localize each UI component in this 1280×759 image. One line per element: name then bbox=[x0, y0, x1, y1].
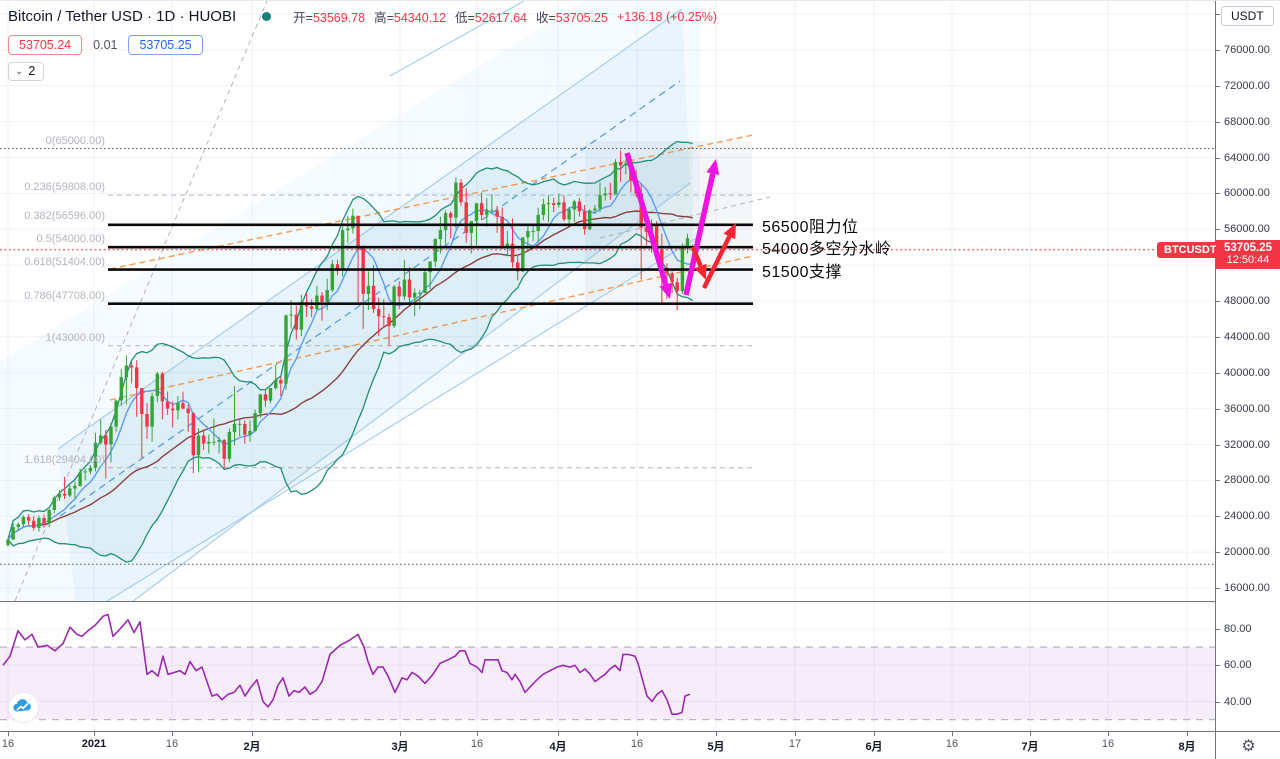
fib-level-label: 0.382(56596.00) bbox=[24, 209, 105, 222]
time-tick-label: 4月 bbox=[549, 741, 567, 753]
price-tick-label: 60000.00 bbox=[1216, 187, 1270, 200]
time-tick-mark bbox=[252, 732, 253, 736]
candlestick-chart bbox=[0, 1, 1215, 601]
spread-value: 0.01 bbox=[93, 38, 118, 52]
symbol-title[interactable]: Bitcoin / Tether USD · 1D · HUOBI bbox=[8, 8, 237, 25]
time-tick-label: 17 bbox=[788, 738, 802, 750]
time-tick-label: 6月 bbox=[865, 741, 883, 753]
fib-level-label: 0.618(51404.00) bbox=[24, 256, 105, 269]
price-tick-label: 24000.00 bbox=[1216, 510, 1270, 523]
price-tick-label: 32000.00 bbox=[1216, 438, 1270, 451]
time-tick-mark bbox=[8, 732, 9, 736]
rsi-tick-label: 40.00 bbox=[1216, 695, 1252, 708]
fib-level-label: 1.618(29404.00) bbox=[24, 453, 105, 466]
price-axis[interactable]: 80000.0076000.0072000.0068000.0064000.00… bbox=[1215, 1, 1280, 731]
price-tick-label: 16000.00 bbox=[1216, 582, 1270, 594]
bid-price-button[interactable]: 53705.24 bbox=[8, 35, 83, 55]
time-tick-label: 2月 bbox=[243, 741, 261, 753]
time-tick-label: 5月 bbox=[707, 741, 725, 753]
price-tick-label: 40000.00 bbox=[1216, 366, 1270, 379]
symbol-price-pill: BTCUSDT bbox=[1157, 242, 1224, 258]
price-tick-label: 36000.00 bbox=[1216, 402, 1270, 415]
time-tick-label: 16 bbox=[165, 738, 179, 750]
price-tick-label: 48000.00 bbox=[1216, 295, 1270, 307]
time-tick-mark bbox=[558, 732, 559, 736]
time-tick-mark bbox=[637, 732, 638, 736]
exchange-logo-watermark bbox=[8, 692, 39, 723]
price-tick-label: 44000.00 bbox=[1216, 330, 1270, 343]
time-axis[interactable]: 16 2021 16 2月 3月 16 4月 16 5月 17 6月 16 7月 16 8月 bbox=[0, 731, 1215, 759]
time-tick-mark bbox=[400, 732, 401, 736]
time-tick-label: 7月 bbox=[1021, 741, 1039, 753]
time-tick-label: 16 bbox=[470, 738, 484, 750]
time-tick-label: 2021 bbox=[81, 738, 107, 750]
time-tick-mark bbox=[1030, 732, 1031, 736]
rsi-chart bbox=[0, 602, 1215, 731]
axis-settings-corner[interactable]: ⚙ bbox=[1215, 731, 1280, 759]
price-tick-label: 64000.00 bbox=[1216, 151, 1270, 164]
fib-level-label: 1(43000.00) bbox=[45, 331, 105, 344]
fib-level-label: 0.5(54000.00) bbox=[36, 233, 106, 246]
ohlc-values: 开=53569.78 高=54340.12 低=52617.64 收=53705… bbox=[293, 9, 718, 26]
time-tick-mark bbox=[94, 732, 95, 736]
gear-icon: ⚙ bbox=[1241, 737, 1256, 755]
sr-line-label: 51500支撑 bbox=[762, 263, 842, 281]
rsi-tick-label: 80.00 bbox=[1216, 623, 1252, 635]
time-tick-mark bbox=[716, 732, 717, 736]
time-tick-mark bbox=[1108, 732, 1109, 736]
sr-line-label: 54000多空分水岭 bbox=[762, 241, 892, 259]
time-tick-label: 16 bbox=[1101, 738, 1115, 750]
time-tick-label: 16 bbox=[630, 738, 644, 750]
chevron-down-icon: ⌄ bbox=[15, 65, 24, 77]
price-tick-label: 68000.00 bbox=[1216, 115, 1270, 128]
currency-toggle-button[interactable]: USDT bbox=[1221, 6, 1274, 26]
price-tick-label: 20000.00 bbox=[1216, 546, 1270, 559]
time-tick-mark bbox=[477, 732, 478, 736]
time-tick-label: 16 bbox=[945, 738, 959, 750]
time-tick-mark bbox=[795, 732, 796, 736]
time-tick-mark bbox=[874, 732, 875, 736]
time-tick-label: 3月 bbox=[391, 741, 409, 753]
change-value: +136.18 (+0.25%) bbox=[616, 9, 718, 24]
rsi-tick-label: 60.00 bbox=[1216, 659, 1252, 672]
indicator-collapse-button[interactable]: ⌄ 2 bbox=[8, 62, 45, 81]
last-price-badge: 53705.25 12:50:44 bbox=[1216, 240, 1280, 269]
time-tick-label: 8月 bbox=[1178, 741, 1196, 753]
time-tick-mark bbox=[1187, 732, 1188, 736]
fib-level-label: 0(65000.00) bbox=[45, 134, 105, 147]
fib-level-label: 0.236(59808.00) bbox=[24, 181, 105, 194]
price-tick-label: 28000.00 bbox=[1216, 474, 1270, 487]
price-tick-label: 72000.00 bbox=[1216, 79, 1270, 92]
bar-countdown: 12:50:44 bbox=[1226, 254, 1270, 266]
rsi-pane[interactable] bbox=[0, 602, 1215, 731]
price-pane[interactable]: 0(65000.00) 0.236(59808.00) 0.382(56596.00… bbox=[0, 1, 1215, 602]
ask-price-button[interactable]: 53705.25 bbox=[128, 35, 203, 55]
price-tick-label: 56000.00 bbox=[1216, 223, 1270, 236]
time-tick-mark bbox=[172, 732, 173, 736]
market-status-icon bbox=[262, 12, 272, 21]
time-tick-mark bbox=[952, 732, 953, 736]
sr-line-label: 56500阻力位 bbox=[762, 218, 859, 236]
fib-level-label: 0.786(47708.00) bbox=[24, 289, 105, 302]
price-tick-label: 76000.00 bbox=[1216, 43, 1270, 56]
time-tick-label: 16 bbox=[1, 738, 15, 750]
